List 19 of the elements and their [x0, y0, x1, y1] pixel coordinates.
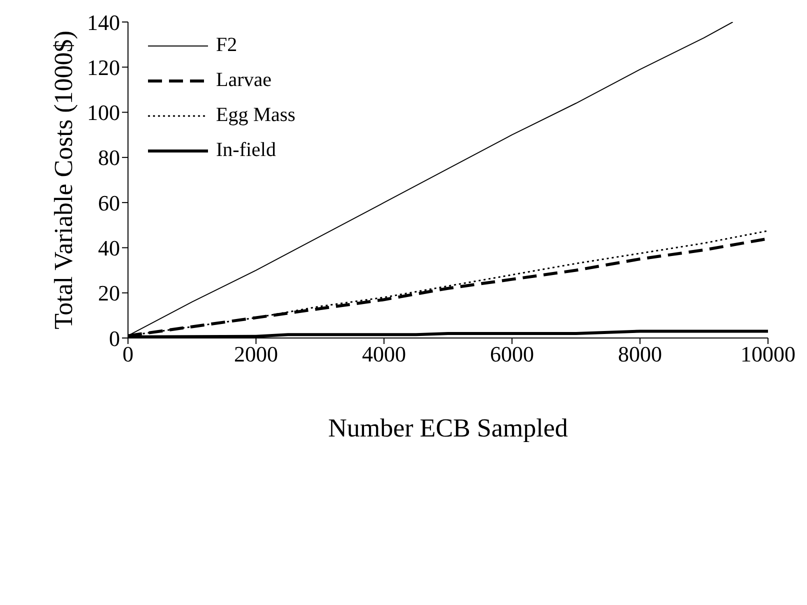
y-tick-label: 140: [87, 10, 120, 35]
y-tick-label: 60: [98, 190, 120, 216]
x-tick-label: 10000: [740, 342, 796, 367]
legend-label: Egg Mass: [216, 104, 296, 127]
y-tick-label: 120: [87, 54, 120, 80]
x-tick-label: 2000: [234, 342, 278, 367]
legend-label: Larvae: [216, 69, 272, 92]
y-tick-label: 40: [98, 236, 120, 261]
x-tick-label: 8000: [618, 342, 662, 367]
y-axis-title: Total Variable Costs (1000$): [49, 30, 78, 330]
legend-label: In-field: [216, 139, 276, 162]
y-tick-label: 80: [98, 145, 120, 170]
y-tick-label: 0: [109, 326, 120, 351]
x-tick-label: 6000: [490, 342, 534, 367]
x-axis-title: Number ECB Sampled: [328, 413, 568, 442]
y-tick-label: 20: [98, 280, 120, 306]
y-tick-label: 100: [87, 100, 120, 126]
x-tick-label: 4000: [362, 342, 406, 367]
legend-label: F2: [216, 34, 238, 57]
